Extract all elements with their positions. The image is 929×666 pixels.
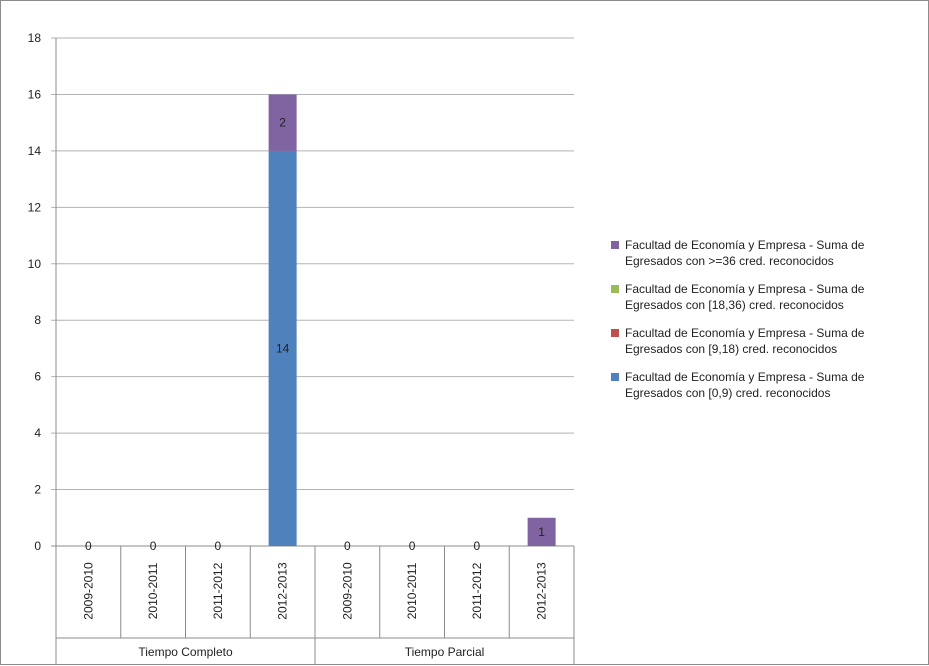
legend-item: Facultad de Economía y Empresa - Suma de… (611, 325, 921, 357)
data-label: 0 (344, 539, 351, 553)
legend-swatch (611, 329, 619, 337)
category-label: 2010-2011 (405, 562, 419, 619)
legend-item: Facultad de Economía y Empresa - Suma de… (611, 237, 921, 269)
y-tick-label: 12 (28, 200, 42, 214)
legend-label: Facultad de Economía y Empresa - Suma de… (625, 326, 865, 356)
data-label: 1 (538, 525, 545, 539)
data-label: 0 (85, 539, 92, 553)
data-label: 2 (279, 116, 286, 130)
data-label: 14 (276, 341, 290, 355)
group-label: Tiempo Completo (138, 645, 233, 659)
legend-label: Facultad de Economía y Empresa - Suma de… (625, 370, 865, 400)
data-label: 0 (215, 539, 222, 553)
category-label: 2011-2012 (470, 562, 484, 619)
y-tick-label: 6 (34, 370, 41, 384)
y-tick-label: 8 (34, 313, 41, 327)
legend-item: Facultad de Economía y Empresa - Suma de… (611, 369, 921, 401)
y-tick-label: 16 (28, 87, 42, 101)
category-label: 2009-2010 (81, 562, 95, 620)
data-label: 0 (409, 539, 416, 553)
group-label: Tiempo Parcial (405, 645, 485, 659)
data-label: 0 (474, 539, 481, 553)
data-label: 0 (150, 539, 157, 553)
category-label: 2012-2013 (276, 562, 290, 620)
legend-swatch (611, 285, 619, 293)
category-label: 2011-2012 (211, 562, 225, 619)
legend-label: Facultad de Economía y Empresa - Suma de… (625, 238, 865, 268)
category-label: 2010-2011 (146, 562, 160, 619)
category-label: 2012-2013 (535, 562, 549, 620)
legend-label: Facultad de Economía y Empresa - Suma de… (625, 282, 865, 312)
legend-swatch (611, 241, 619, 249)
category-label: 2009-2010 (340, 562, 354, 620)
bar-segment (527, 517, 556, 546)
y-tick-label: 14 (28, 144, 42, 158)
bar-segment (268, 150, 297, 546)
y-tick-label: 0 (34, 539, 41, 553)
legend-item: Facultad de Economía y Empresa - Suma de… (611, 281, 921, 313)
y-tick-label: 18 (28, 31, 42, 45)
y-tick-label: 10 (28, 257, 42, 271)
y-tick-label: 2 (34, 483, 41, 497)
legend: Facultad de Economía y Empresa - Suma de… (611, 237, 921, 413)
y-tick-label: 4 (34, 426, 41, 440)
legend-swatch (611, 373, 619, 381)
bar-segment (268, 94, 297, 151)
